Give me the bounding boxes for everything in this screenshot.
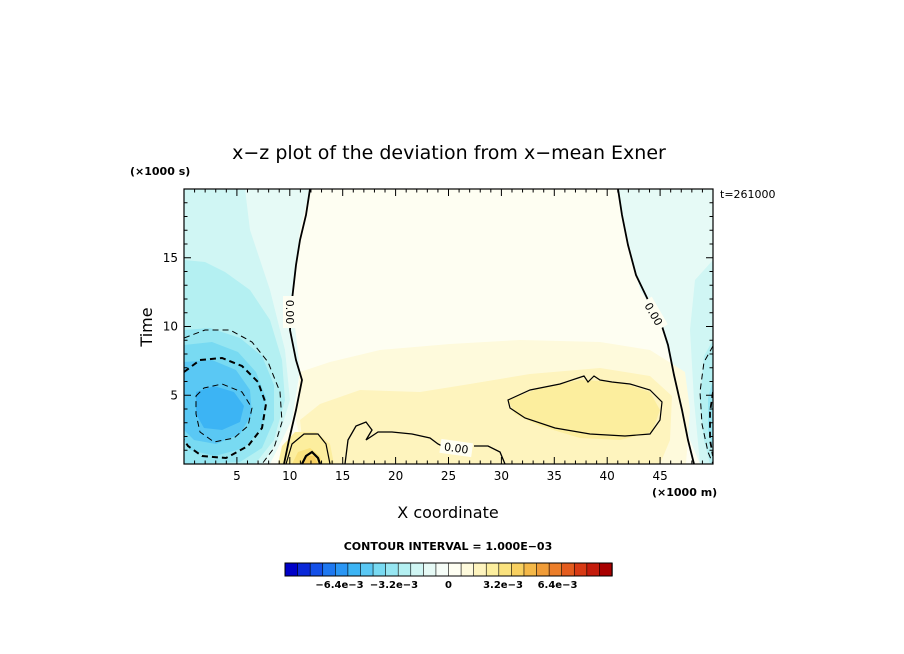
- colorbar-tick-label: 0: [445, 580, 452, 591]
- colorbar-swatch: [410, 562, 425, 577]
- neg-contour-3: [195, 383, 253, 443]
- colorbar-tick-label: 6.4e−3: [538, 580, 578, 591]
- colorbar-swatch: [360, 562, 374, 577]
- x-tick-label: 30: [494, 469, 509, 483]
- colorbar-tick-label: −6.4e−3: [315, 580, 363, 591]
- y-tick-label: 5: [170, 388, 178, 402]
- colorbar-swatch: [561, 562, 575, 577]
- pos-contour-blob-inner: [301, 450, 322, 464]
- colorbar-swatch: [297, 562, 311, 577]
- x-unit-label: (×1000 m): [652, 486, 717, 499]
- x-tick-label: 5: [233, 469, 241, 483]
- zero-contour-bottom-2: [474, 445, 506, 464]
- colorbar-swatch: [511, 562, 525, 577]
- colorbar-swatch: [385, 562, 399, 577]
- colorbar-swatch: [448, 562, 462, 577]
- colorbar-swatch: [347, 562, 362, 577]
- neg-contour-right-1: [699, 345, 713, 464]
- colorbar-swatch: [473, 562, 487, 577]
- colorbar-swatch: [322, 562, 337, 577]
- colorbar-tick-label: −3.2e−3: [370, 580, 418, 591]
- zero-contour-bottom: [344, 421, 447, 464]
- y-tick-label: 10: [163, 320, 178, 334]
- colorbar-swatch: [397, 562, 412, 577]
- colorbar-frame: [284, 562, 613, 577]
- y-unit-label: (×1000 s): [130, 165, 190, 178]
- svg-text:0.00: 0.00: [443, 440, 469, 456]
- colorbar-swatch: [573, 562, 588, 577]
- svg-text:0.00: 0.00: [283, 300, 296, 325]
- colorbar-swatch: [586, 562, 601, 577]
- colorbar-swatch: [548, 562, 563, 577]
- neg-contour-right-2: [709, 391, 713, 457]
- x-axis-label: X coordinate: [397, 503, 498, 522]
- x-tick-label: 40: [600, 469, 615, 483]
- colorbar-swatch: [498, 562, 513, 577]
- colorbar-swatch: [435, 562, 450, 577]
- colorbar-swatch: [599, 562, 613, 577]
- x-tick-label: 10: [282, 469, 297, 483]
- pos-contour-band: [507, 375, 663, 437]
- x-tick-label: 15: [335, 469, 350, 483]
- x-tick-label: 20: [388, 469, 403, 483]
- colorbar-swatch: [536, 562, 550, 577]
- colorbar-swatch: [460, 562, 475, 577]
- colorbar-swatch: [309, 562, 324, 577]
- colorbar: [284, 562, 613, 577]
- contour-label-left: 0.00: [283, 296, 297, 328]
- colorbar-swatch: [335, 562, 349, 577]
- contour-interval: CONTOUR INTERVAL = 1.000E−03: [344, 540, 553, 553]
- shade-neg-left-7: [196, 386, 244, 430]
- colorbar-swatch: [485, 562, 500, 577]
- colorbar-tick-label: 3.2e−3: [483, 580, 523, 591]
- colorbar-swatch: [423, 562, 437, 577]
- colorbar-swatch: [284, 562, 299, 577]
- colorbar-swatch: [523, 562, 538, 577]
- neg-contour-1: [184, 329, 283, 464]
- x-axis-ticks: 5 10 15 20 25 30 35 40 45: [194, 189, 703, 483]
- plot-area: 0.00 0.00 0.00: [184, 189, 713, 464]
- contour-label-bottom: 0.00: [439, 438, 474, 458]
- shade-neg-right-1: [618, 189, 713, 464]
- x-tick-label: 45: [652, 469, 667, 483]
- colorbar-labels: −6.4e−3 −3.2e−3 0 3.2e−3 6.4e−3: [315, 580, 577, 591]
- pos-contour-blob: [285, 433, 331, 464]
- x-tick-label: 25: [441, 469, 456, 483]
- chart-title: x−z plot of the deviation from x−mean Ex…: [232, 142, 666, 164]
- neg-contour-2: [184, 356, 268, 460]
- time-stamp: t=261000: [720, 188, 776, 201]
- x-tick-label: 35: [547, 469, 562, 483]
- y-axis-label: Time: [137, 307, 156, 347]
- y-tick-label: 15: [163, 251, 178, 265]
- colorbar-swatch: [372, 562, 387, 577]
- zero-contour-left: [283, 189, 311, 464]
- y-axis-ticks: 5 10 15: [163, 202, 713, 451]
